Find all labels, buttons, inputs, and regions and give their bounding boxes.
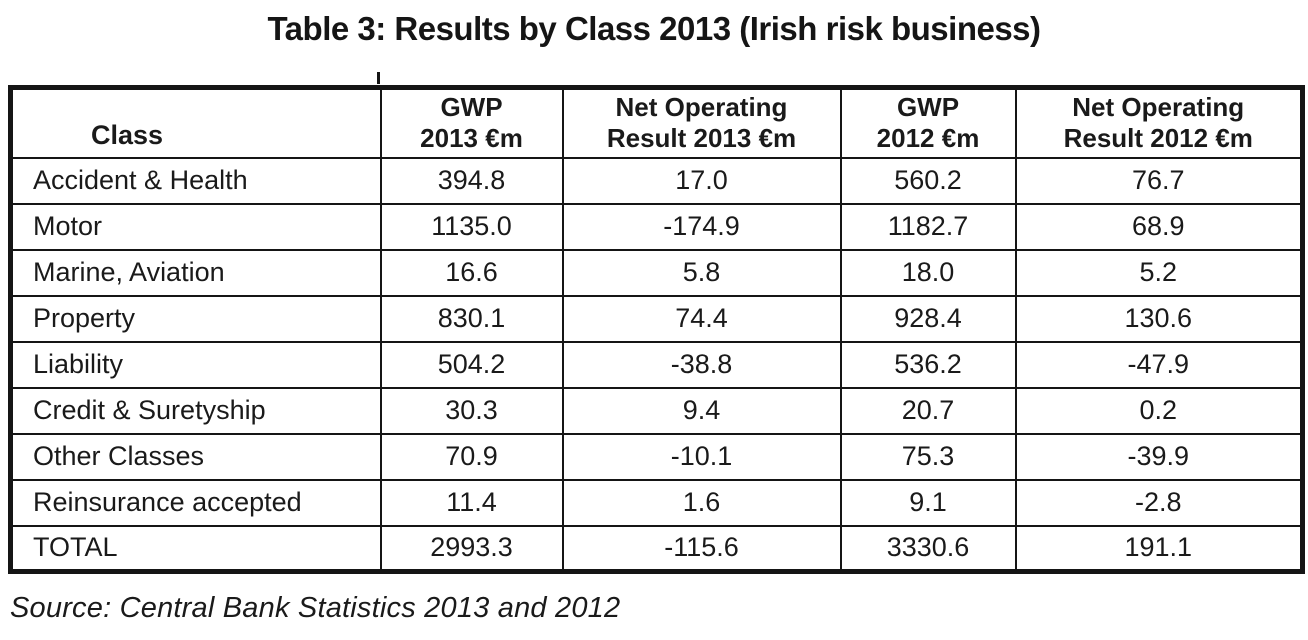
- source-note: Source: Central Bank Statistics 2013 and…: [10, 592, 621, 624]
- header-net-operating-result-2013: Net Operating Result 2013 €m: [561, 86, 842, 159]
- value-cell: -38.8: [561, 340, 842, 389]
- value-cell: 70.9: [379, 432, 564, 481]
- value-cell: 2993.3: [379, 524, 564, 573]
- table-row-liability: Liability 504.2 -38.8 536.2 -47.9: [9, 340, 1304, 389]
- table-row-total: TOTAL 2993.3 -115.6 3330.6 191.1: [9, 524, 1304, 573]
- table-row-marine-aviation: Marine, Aviation 16.6 5.8 18.0 5.2: [9, 248, 1304, 297]
- header-row: Class GWP 2013 €m Net Operating Result 2…: [9, 86, 1304, 159]
- value-cell: 5.2: [1014, 248, 1304, 297]
- header-class: Class: [9, 86, 382, 159]
- value-cell: -115.6: [561, 524, 842, 573]
- value-cell: -47.9: [1014, 340, 1304, 389]
- value-cell: 1.6: [561, 478, 842, 527]
- table-body: Accident & Health 394.8 17.0 560.2 76.7 …: [9, 156, 1304, 573]
- header-line: GWP: [896, 91, 960, 122]
- value-cell: 191.1: [1014, 524, 1304, 573]
- class-cell: Accident & Health: [9, 156, 382, 205]
- value-cell: 130.6: [1014, 294, 1304, 343]
- table-row-credit-suretyship: Credit & Suretyship 30.3 9.4 20.7 0.2: [9, 386, 1304, 435]
- class-cell: Credit & Suretyship: [9, 386, 382, 435]
- header-class-label: Class: [91, 119, 164, 150]
- value-cell: 68.9: [1014, 202, 1304, 251]
- header-line: 2012 €m: [876, 123, 980, 154]
- table-row-property: Property 830.1 74.4 928.4 130.6: [9, 294, 1304, 343]
- value-cell: 3330.6: [839, 524, 1017, 573]
- value-cell: 1135.0: [379, 202, 564, 251]
- header-line: Net Operating: [615, 91, 788, 122]
- table-row-motor: Motor 1135.0 -174.9 1182.7 68.9: [9, 202, 1304, 251]
- header-line: Net Operating: [1072, 91, 1245, 122]
- value-cell: 536.2: [839, 340, 1017, 389]
- value-cell: 394.8: [379, 156, 564, 205]
- value-cell: 30.3: [379, 386, 564, 435]
- value-cell: 76.7: [1014, 156, 1304, 205]
- value-cell: -2.8: [1014, 478, 1304, 527]
- header-line: Result 2012 €m: [1063, 123, 1253, 154]
- results-by-class-table: Class GWP 2013 €m Net Operating Result 2…: [8, 85, 1305, 574]
- table-header: Class GWP 2013 €m Net Operating Result 2…: [9, 86, 1304, 159]
- table-row-reinsurance-accepted: Reinsurance accepted 11.4 1.6 9.1 -2.8: [9, 478, 1304, 527]
- table-title: Table 3: Results by Class 2013 (Irish ri…: [267, 10, 1041, 47]
- value-cell: 16.6: [379, 248, 564, 297]
- header-line: 2013 €m: [420, 123, 523, 154]
- value-cell: 20.7: [839, 386, 1017, 435]
- class-cell: Liability: [9, 340, 382, 389]
- value-cell: 560.2: [839, 156, 1017, 205]
- value-cell: 830.1: [379, 294, 564, 343]
- class-cell: TOTAL: [9, 524, 382, 573]
- value-cell: 74.4: [561, 294, 842, 343]
- value-cell: 1182.7: [839, 202, 1017, 251]
- table-row-other-classes: Other Classes 70.9 -10.1 75.3 -39.9: [9, 432, 1304, 481]
- value-cell: 504.2: [379, 340, 564, 389]
- header-line: Result 2013 €m: [606, 123, 797, 154]
- value-cell: 9.1: [839, 478, 1017, 527]
- class-cell: Reinsurance accepted: [9, 478, 382, 527]
- header-net-operating-result-2012: Net Operating Result 2012 €m: [1014, 86, 1304, 159]
- value-cell: 11.4: [379, 478, 564, 527]
- value-cell: -10.1: [561, 432, 842, 481]
- value-cell: 0.2: [1014, 386, 1304, 435]
- value-cell: 9.4: [561, 386, 842, 435]
- divider-tick-artifact: [377, 72, 380, 84]
- header-gwp-2013: GWP 2013 €m: [379, 86, 564, 159]
- header-gwp-2012: GWP 2012 €m: [839, 86, 1017, 159]
- value-cell: 17.0: [561, 156, 842, 205]
- value-cell: 928.4: [839, 294, 1017, 343]
- value-cell: -174.9: [561, 202, 842, 251]
- class-cell: Property: [9, 294, 382, 343]
- value-cell: 75.3: [839, 432, 1017, 481]
- class-cell: Motor: [9, 202, 382, 251]
- value-cell: 18.0: [839, 248, 1017, 297]
- header-line: GWP: [440, 91, 503, 122]
- table-row-accident-health: Accident & Health 394.8 17.0 560.2 76.7: [9, 156, 1304, 205]
- value-cell: -39.9: [1014, 432, 1304, 481]
- class-cell: Marine, Aviation: [9, 248, 382, 297]
- class-cell: Other Classes: [9, 432, 382, 481]
- value-cell: 5.8: [561, 248, 842, 297]
